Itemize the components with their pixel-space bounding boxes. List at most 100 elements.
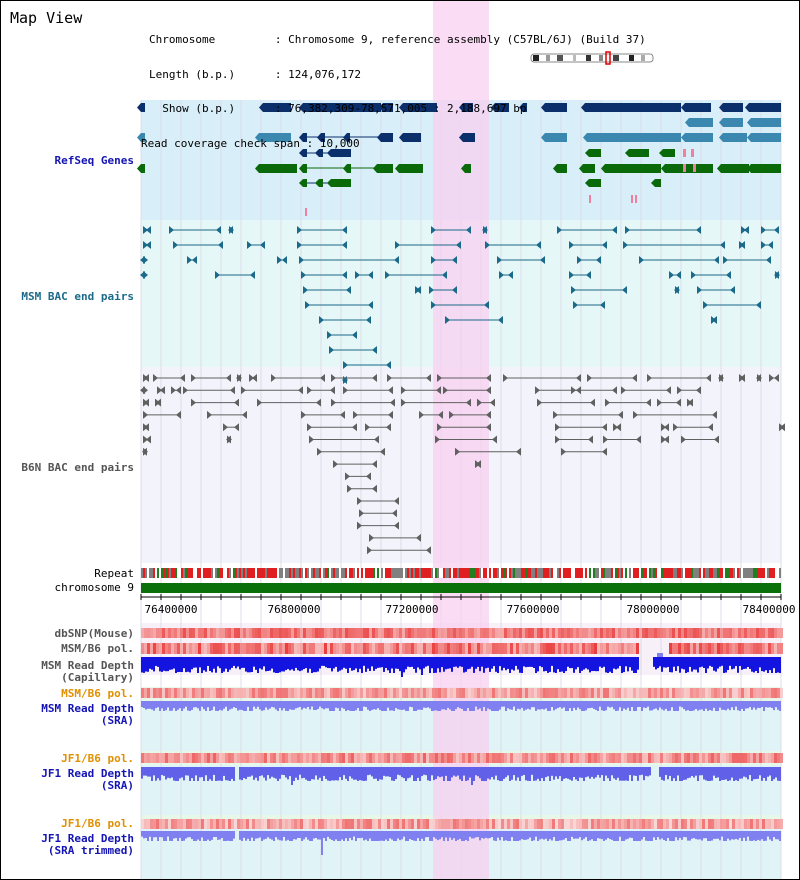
read-depth-bar <box>295 701 297 709</box>
snp-density-cell <box>444 643 447 654</box>
read-depth-bar <box>207 701 209 708</box>
read-depth-bar <box>415 657 417 673</box>
read-depth-bar <box>459 657 461 667</box>
repeat-element <box>157 568 159 578</box>
snp-density-cell <box>264 819 267 829</box>
snp-density-cell <box>186 688 189 698</box>
read-depth-bar <box>589 657 591 673</box>
snp-density-cell <box>336 819 339 829</box>
snp-density-cell <box>267 643 270 654</box>
snp-density-cell <box>621 628 624 638</box>
repeat-element <box>673 568 675 578</box>
b6n-bac-pair-end <box>612 386 617 395</box>
snp-gap-marker <box>657 653 663 657</box>
track-label-dbsnp[interactable]: dbSNP(Mouse) <box>54 627 134 640</box>
gene-arrow <box>661 164 665 173</box>
read-depth-bar <box>463 767 465 776</box>
repeat-element <box>409 568 411 578</box>
msm-bac-pair-end <box>342 241 347 249</box>
snp-density-cell <box>564 628 567 638</box>
snp-density-cell <box>699 688 702 698</box>
axis-tick-label: 78400000 <box>743 603 796 616</box>
snp-density-cell <box>312 819 315 829</box>
repeat-element <box>333 568 335 578</box>
snp-density-cell <box>345 628 348 638</box>
track-label-msm-depth-sra[interactable]: MSM Read Depth <box>41 702 134 715</box>
track-label-msm-depth-capillary[interactable]: MSM Read Depth <box>41 659 134 672</box>
snp-density-cell <box>282 628 285 638</box>
snp-density-cell <box>540 643 543 654</box>
track-label-jf1-depth[interactable]: JF1 Read Depth <box>41 767 134 780</box>
snp-density-cell <box>672 628 675 638</box>
read-depth-bar <box>491 701 493 711</box>
read-depth-bar <box>317 701 319 710</box>
read-depth-bar <box>623 831 625 841</box>
read-depth-bar <box>715 831 717 839</box>
snp-density-cell <box>768 819 771 829</box>
read-depth-bar <box>211 657 213 673</box>
repeat-element <box>471 568 473 578</box>
read-depth-bar <box>149 701 151 709</box>
snp-density-cell <box>681 753 684 763</box>
read-depth-bar <box>755 831 757 841</box>
snp-density-cell <box>219 753 222 763</box>
repeat-element <box>399 568 401 578</box>
track-label-refseq[interactable]: RefSeq Genes <box>54 154 134 167</box>
msm-bac-pair-end <box>452 286 457 294</box>
repeat-element <box>591 568 593 578</box>
b6n-bac-pair-end <box>486 410 491 419</box>
snp-density-cell <box>537 753 540 763</box>
snp-density-cell <box>171 819 174 829</box>
snp-density-cell <box>231 628 234 638</box>
read-depth-bar <box>263 767 265 778</box>
read-depth-bar <box>729 657 731 666</box>
read-depth-bar <box>365 701 367 708</box>
snp-density-cell <box>321 688 324 698</box>
read-depth-bar <box>393 701 395 711</box>
snp-density-cell <box>306 688 309 698</box>
snp-density-cell <box>528 643 531 654</box>
b6n-bac-pair-end <box>380 447 385 456</box>
track-label-jf1-b6-pol[interactable]: JF1/B6 pol. <box>61 752 134 765</box>
read-depth-bar <box>629 701 631 711</box>
track-label-b6n-bac[interactable]: B6N BAC end pairs <box>21 461 134 474</box>
snp-density-cell <box>546 643 549 654</box>
snp-density-cell <box>294 643 297 654</box>
read-depth-bar <box>183 767 185 781</box>
read-depth-bar <box>377 701 379 709</box>
snp-density-cell <box>747 819 750 829</box>
snp-density-cell <box>513 688 516 698</box>
read-depth-bar <box>599 657 601 667</box>
snp-density-cell <box>711 688 714 698</box>
snp-density-cell <box>717 753 720 763</box>
snp-density-cell <box>774 643 777 654</box>
repeat-element <box>613 568 615 578</box>
track-label-jf1-b6-pol-2[interactable]: JF1/B6 pol. <box>61 817 134 830</box>
repeat-element <box>593 568 595 578</box>
snp-density-cell <box>240 643 243 654</box>
msm-bac-pair-end <box>703 301 708 309</box>
read-depth-bar <box>507 767 509 776</box>
snp-density-cell <box>399 819 402 829</box>
repeat-element <box>675 568 677 578</box>
repeat-element <box>775 568 777 578</box>
repeat-element <box>633 568 635 578</box>
read-depth-bar <box>689 767 691 778</box>
read-depth-bar <box>667 657 669 668</box>
read-depth-bar <box>439 657 441 673</box>
read-depth-bar <box>217 657 219 667</box>
snp-density-cell <box>708 628 711 638</box>
snp-density-cell <box>459 819 462 829</box>
gene-arrow <box>651 179 655 187</box>
read-depth-bar <box>645 831 647 841</box>
track-label-jf1-depth-trimmed[interactable]: JF1 Read Depth <box>41 832 134 845</box>
snp-density-cell <box>174 628 177 638</box>
track-label-msm-b6-pol[interactable]: MSM/B6 pol. <box>61 642 134 655</box>
snp-density-cell <box>375 819 378 829</box>
track-label-msm-b6-pol-2[interactable]: MSM/B6 pol. <box>61 687 134 700</box>
read-depth-bar <box>599 701 601 707</box>
read-depth-bar <box>333 831 335 841</box>
read-depth-bar <box>161 767 163 775</box>
track-label-msm-bac[interactable]: MSM BAC end pairs <box>21 290 134 303</box>
